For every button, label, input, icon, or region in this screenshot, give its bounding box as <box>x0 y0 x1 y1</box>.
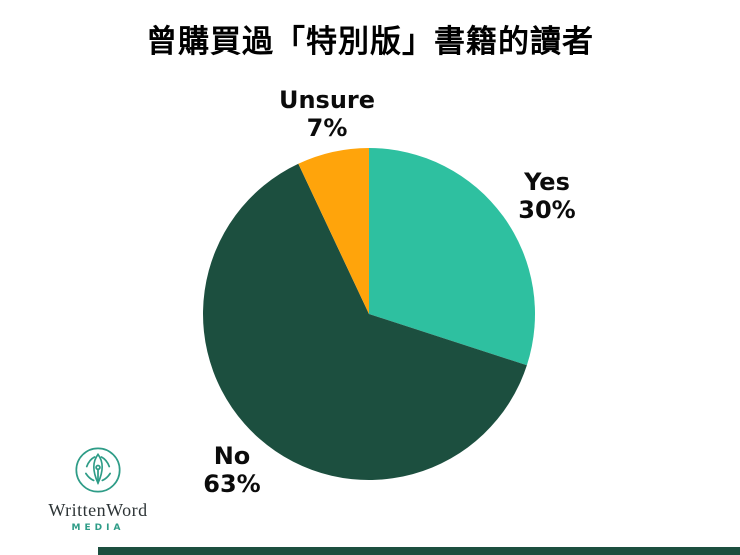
slice-label-yes-name: Yes <box>524 168 570 196</box>
slice-label-no-name: No <box>213 442 251 470</box>
pie-slice-unsure <box>298 148 369 314</box>
pen-nib-circle-icon <box>75 447 121 493</box>
slice-label-no-pct: 63% <box>203 470 261 499</box>
pie-slice-no <box>203 163 527 480</box>
slice-label-yes: Yes 30% <box>492 168 602 225</box>
slice-label-unsure-name: Unsure <box>278 86 376 114</box>
slice-label-unsure: Unsure 7% <box>262 86 392 143</box>
slice-label-no: No 63% <box>182 442 282 499</box>
logo-tagline-text: MEDIA <box>71 523 125 533</box>
footer-accent-bar <box>98 547 740 555</box>
slice-label-yes-pct: 30% <box>518 196 576 225</box>
brand-logo: WrittenWord MEDIA <box>28 444 168 533</box>
chart-title: 曾購買過「特別版」書籍的讀者 <box>146 24 594 60</box>
pie-slice-yes <box>369 148 536 366</box>
slice-label-unsure-pct: 7% <box>306 114 348 143</box>
logo-brand-text: WrittenWord <box>48 500 148 520</box>
